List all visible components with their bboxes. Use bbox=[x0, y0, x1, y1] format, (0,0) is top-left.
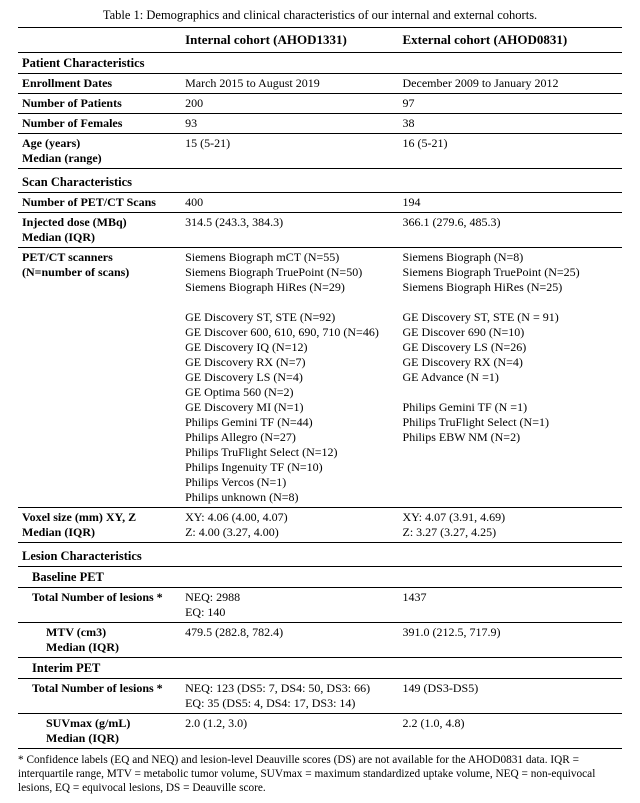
label-npatients: Number of Patients bbox=[18, 94, 181, 114]
section-scan: Scan Characteristics bbox=[18, 169, 622, 193]
external-dose: 366.1 (279.6, 485.3) bbox=[399, 213, 622, 248]
internal-enrollment: March 2015 to August 2019 bbox=[181, 74, 398, 94]
row-npatients: Number of Patients 200 97 bbox=[18, 94, 622, 114]
table-footnote: * Confidence labels (EQ and NEQ) and les… bbox=[18, 753, 622, 795]
section-lesion: Lesion Characteristics bbox=[18, 543, 622, 567]
external-voxel: XY: 4.07 (3.91, 4.69) Z: 3.27 (3.27, 4.2… bbox=[399, 508, 622, 543]
row-mtv: MTV (cm3) Median (IQR) 479.5 (282.8, 782… bbox=[18, 623, 622, 658]
label-voxel: Voxel size (mm) XY, Z Median (IQR) bbox=[18, 508, 181, 543]
cohort-table: Internal cohort (AHOD1331) External coho… bbox=[18, 27, 622, 749]
label-age: Age (years) Median (range) bbox=[18, 134, 181, 169]
internal-voxel: XY: 4.06 (4.00, 4.07) Z: 4.00 (3.27, 4.0… bbox=[181, 508, 398, 543]
internal-baseline-lesions: NEQ: 2988 EQ: 140 bbox=[181, 588, 398, 623]
section-patient: Patient Characteristics bbox=[18, 53, 622, 74]
section-baseline: Baseline PET bbox=[18, 567, 622, 588]
row-baseline-lesions: Total Number of lesions * NEQ: 2988 EQ: … bbox=[18, 588, 622, 623]
section-baseline-label: Baseline PET bbox=[18, 567, 622, 588]
header-row: Internal cohort (AHOD1331) External coho… bbox=[18, 28, 622, 53]
external-nscans: 194 bbox=[399, 193, 622, 213]
label-baseline-lesions: Total Number of lesions * bbox=[18, 588, 181, 623]
external-enrollment: December 2009 to January 2012 bbox=[399, 74, 622, 94]
section-lesion-label: Lesion Characteristics bbox=[18, 543, 622, 567]
section-interim-label: Interim PET bbox=[18, 658, 622, 679]
internal-dose: 314.5 (243.3, 384.3) bbox=[181, 213, 398, 248]
header-internal: Internal cohort (AHOD1331) bbox=[181, 28, 398, 53]
internal-nfemales: 93 bbox=[181, 114, 398, 134]
row-suvmax: SUVmax (g/mL) Median (IQR) 2.0 (1.2, 3.0… bbox=[18, 714, 622, 749]
row-enrollment: Enrollment Dates March 2015 to August 20… bbox=[18, 74, 622, 94]
internal-interim-lesions: NEQ: 123 (DS5: 7, DS4: 50, DS3: 66) EQ: … bbox=[181, 679, 398, 714]
external-mtv: 391.0 (212.5, 717.9) bbox=[399, 623, 622, 658]
row-scanners: PET/CT scanners (N=number of scans) Siem… bbox=[18, 248, 622, 508]
label-nfemales: Number of Females bbox=[18, 114, 181, 134]
external-age: 16 (5-21) bbox=[399, 134, 622, 169]
row-interim-lesions: Total Number of lesions * NEQ: 123 (DS5:… bbox=[18, 679, 622, 714]
internal-age: 15 (5-21) bbox=[181, 134, 398, 169]
row-age: Age (years) Median (range) 15 (5-21) 16 … bbox=[18, 134, 622, 169]
internal-npatients: 200 bbox=[181, 94, 398, 114]
external-suvmax: 2.2 (1.0, 4.8) bbox=[399, 714, 622, 749]
row-voxel: Voxel size (mm) XY, Z Median (IQR) XY: 4… bbox=[18, 508, 622, 543]
label-interim-lesions: Total Number of lesions * bbox=[18, 679, 181, 714]
header-external: External cohort (AHOD0831) bbox=[399, 28, 622, 53]
row-dose: Injected dose (MBq) Median (IQR) 314.5 (… bbox=[18, 213, 622, 248]
label-scanners: PET/CT scanners (N=number of scans) bbox=[18, 248, 181, 508]
row-nfemales: Number of Females 93 38 bbox=[18, 114, 622, 134]
external-interim-lesions: 149 (DS3-DS5) bbox=[399, 679, 622, 714]
internal-scanners: Siemens Biograph mCT (N=55) Siemens Biog… bbox=[181, 248, 398, 508]
internal-suvmax: 2.0 (1.2, 3.0) bbox=[181, 714, 398, 749]
header-blank bbox=[18, 28, 181, 53]
label-dose: Injected dose (MBq) Median (IQR) bbox=[18, 213, 181, 248]
label-mtv: MTV (cm3) Median (IQR) bbox=[18, 623, 181, 658]
label-nscans: Number of PET/CT Scans bbox=[18, 193, 181, 213]
external-npatients: 97 bbox=[399, 94, 622, 114]
label-enrollment: Enrollment Dates bbox=[18, 74, 181, 94]
section-scan-label: Scan Characteristics bbox=[18, 169, 622, 193]
internal-nscans: 400 bbox=[181, 193, 398, 213]
internal-mtv: 479.5 (282.8, 782.4) bbox=[181, 623, 398, 658]
section-interim: Interim PET bbox=[18, 658, 622, 679]
section-patient-label: Patient Characteristics bbox=[18, 53, 622, 74]
external-nfemales: 38 bbox=[399, 114, 622, 134]
external-baseline-lesions: 1437 bbox=[399, 588, 622, 623]
external-scanners: Siemens Biograph (N=8) Siemens Biograph … bbox=[399, 248, 622, 508]
row-nscans: Number of PET/CT Scans 400 194 bbox=[18, 193, 622, 213]
table-caption: Table 1: Demographics and clinical chara… bbox=[18, 8, 622, 23]
label-suvmax: SUVmax (g/mL) Median (IQR) bbox=[18, 714, 181, 749]
